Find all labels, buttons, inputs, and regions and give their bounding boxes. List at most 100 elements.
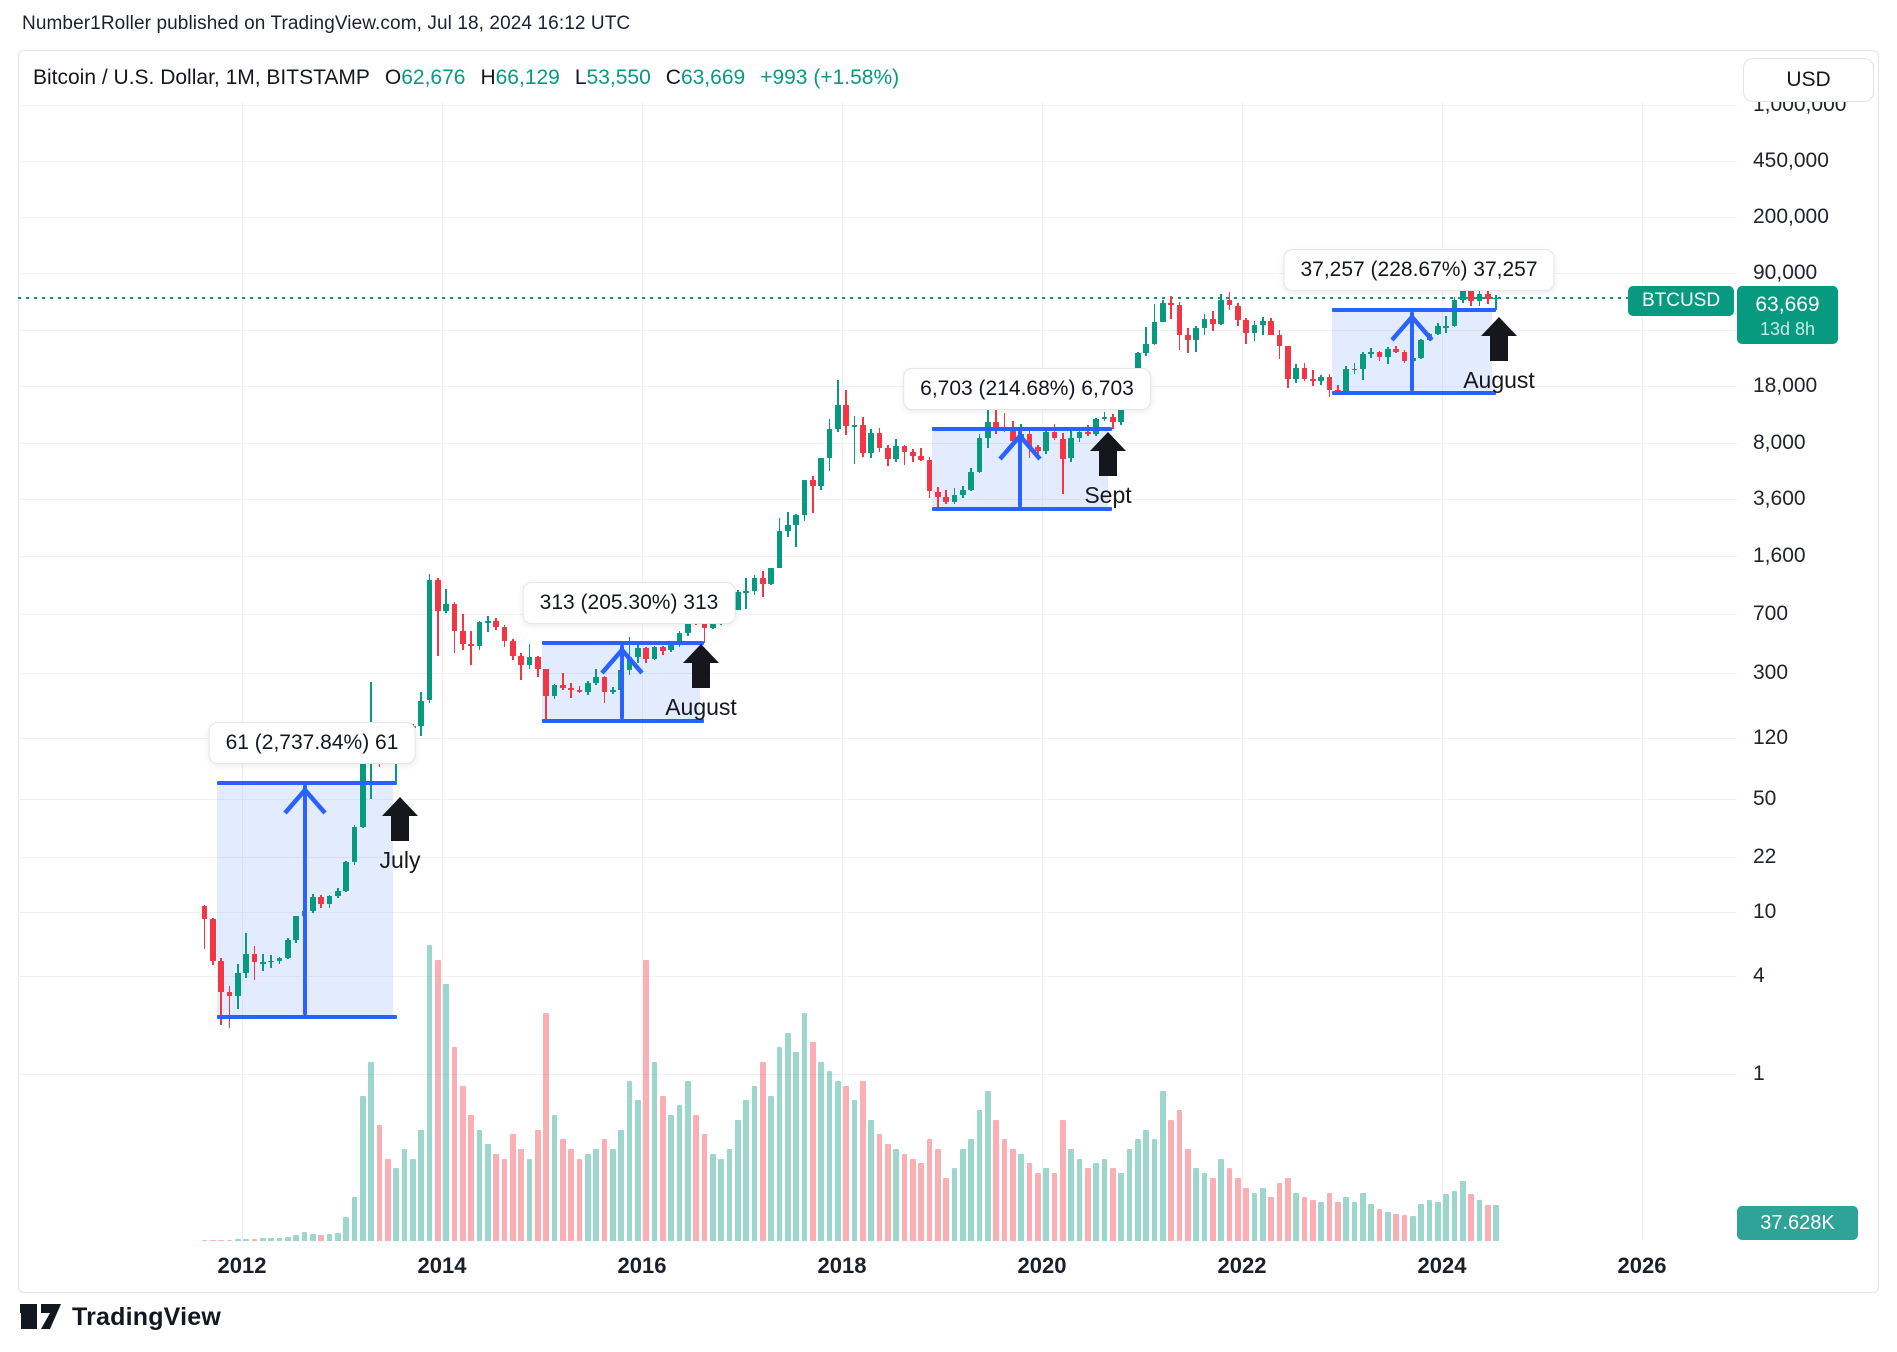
volume-bar <box>1326 1192 1333 1241</box>
time-scale-year-label: 2018 <box>817 1253 867 1278</box>
volume-bar <box>1485 1205 1491 1241</box>
volume-bar <box>943 1178 949 1241</box>
grid-line-horizontal <box>18 912 1737 913</box>
candle <box>1435 326 1441 335</box>
volume-bar <box>1393 1213 1399 1241</box>
volume-bar <box>926 1139 933 1241</box>
candle-wick <box>470 630 472 665</box>
volume-bar <box>835 1081 841 1241</box>
time-axis[interactable]: 2012 2014 2016 2018 2020 2022 2024 2026 <box>18 1247 1737 1287</box>
measured-move-top-line[interactable] <box>932 426 1112 431</box>
measured-move-top-line[interactable] <box>1332 307 1496 312</box>
tradingview-footer[interactable]: TradingView <box>20 1303 221 1332</box>
candle <box>1076 431 1083 438</box>
volume-bar <box>810 1042 816 1241</box>
current-price-line <box>18 296 1737 299</box>
measured-move-bottom-line[interactable] <box>217 1015 397 1020</box>
volume-bar <box>618 1129 624 1241</box>
volume-bar <box>910 1158 916 1241</box>
measured-move-bottom-line[interactable] <box>1332 391 1496 396</box>
candle-wick <box>1062 433 1064 495</box>
grid-line-horizontal <box>18 386 1737 388</box>
last-price-value: 63,669 <box>1755 292 1820 316</box>
price-axis[interactable]: 1,000,000 450,000 200,000 90,000 18,000 8,000… <box>1745 102 1895 1241</box>
candle <box>285 940 291 958</box>
arrow-up-marker[interactable] <box>382 797 418 841</box>
month-marker-label: August <box>1463 367 1535 393</box>
candle <box>701 622 708 628</box>
volume-bar <box>518 1148 524 1241</box>
volume-bar <box>485 1144 491 1241</box>
volume-bar <box>535 1129 541 1241</box>
volume-bar <box>968 1139 974 1241</box>
candle <box>1376 352 1383 358</box>
candle <box>1451 300 1458 326</box>
grid-line-horizontal <box>18 737 1737 739</box>
price-scale-label: 18,000 <box>1753 374 1818 398</box>
volume-bar <box>710 1153 716 1241</box>
candle <box>776 531 783 569</box>
volume-bar <box>343 1216 349 1241</box>
candle <box>551 685 558 697</box>
chart-canvas[interactable]: 61 (2,737.84%) 61 July 313 (205.30%) 313 Au… <box>18 102 1737 1241</box>
measured-move-bottom-line[interactable] <box>932 507 1112 512</box>
volume-bar <box>1101 1158 1108 1241</box>
candle <box>1118 404 1124 423</box>
volume-bar <box>551 1114 558 1241</box>
volume-bar <box>1193 1168 1199 1241</box>
volume-bar <box>1201 1173 1208 1241</box>
volume-bar <box>1360 1192 1366 1241</box>
candle <box>1260 321 1266 325</box>
volume-bar <box>1210 1178 1216 1241</box>
candle <box>926 459 933 492</box>
candle <box>460 630 466 645</box>
projection-label[interactable]: 313 (205.30%) 313 <box>522 581 736 624</box>
price-scale-label: 200,000 <box>1753 205 1829 229</box>
candle <box>1401 352 1408 361</box>
arrow-up-marker[interactable] <box>1090 432 1126 476</box>
volume-bar <box>976 1110 983 1241</box>
candle <box>610 690 616 693</box>
candle <box>1293 368 1299 379</box>
volume-bar <box>560 1139 566 1241</box>
arrow-up-marker[interactable] <box>1481 317 1517 361</box>
price-scale-label: 50 <box>1753 787 1777 811</box>
projection-label[interactable]: 61 (2,737.84%) 61 <box>208 721 416 764</box>
symbol-price-label-badge: BTCUSD <box>1628 286 1734 316</box>
volume-bar <box>868 1119 874 1241</box>
candle <box>1318 377 1324 381</box>
candle-wick <box>595 669 597 685</box>
measured-move-top-line[interactable] <box>542 640 704 645</box>
time-scale-year-label: 2012 <box>217 1253 267 1278</box>
candle <box>293 916 299 940</box>
candle <box>560 685 566 688</box>
volume-bar <box>826 1071 833 1241</box>
measured-move-top-line[interactable] <box>217 780 397 785</box>
volume-bar <box>701 1134 708 1241</box>
volume-bar <box>818 1061 824 1241</box>
projection-label[interactable]: 37,257 (228.67%) 37,257 <box>1283 248 1555 291</box>
candle <box>1210 318 1216 324</box>
measured-move-bottom-line[interactable] <box>542 718 704 723</box>
candle <box>843 404 849 426</box>
volume-bar <box>1418 1204 1424 1241</box>
candle-wick <box>903 445 906 466</box>
price-scale-label: 1,600 <box>1753 544 1806 567</box>
currency-toggle-button[interactable]: USD <box>1743 58 1874 102</box>
volume-bar <box>1285 1178 1291 1241</box>
volume-bar <box>660 1095 666 1241</box>
arrow-up-marker[interactable] <box>683 644 719 688</box>
candle <box>918 456 924 460</box>
measured-move-arrow-line[interactable] <box>1410 311 1414 392</box>
volume-bar <box>1176 1110 1183 1241</box>
candle <box>1068 437 1074 459</box>
measured-move-arrow-line[interactable] <box>620 644 624 719</box>
measured-move-arrow-line[interactable] <box>303 784 307 1016</box>
measured-move-arrow-line[interactable] <box>1018 430 1022 508</box>
grid-line-horizontal <box>18 556 1737 557</box>
price-scale-label: 1,000,000 <box>1753 102 1847 116</box>
grid-line-vertical <box>1442 102 1443 1241</box>
candle <box>818 458 824 486</box>
projection-label[interactable]: 6,703 (214.68%) 6,703 <box>903 367 1151 410</box>
ohlc-open: O62,676 <box>384 66 466 89</box>
